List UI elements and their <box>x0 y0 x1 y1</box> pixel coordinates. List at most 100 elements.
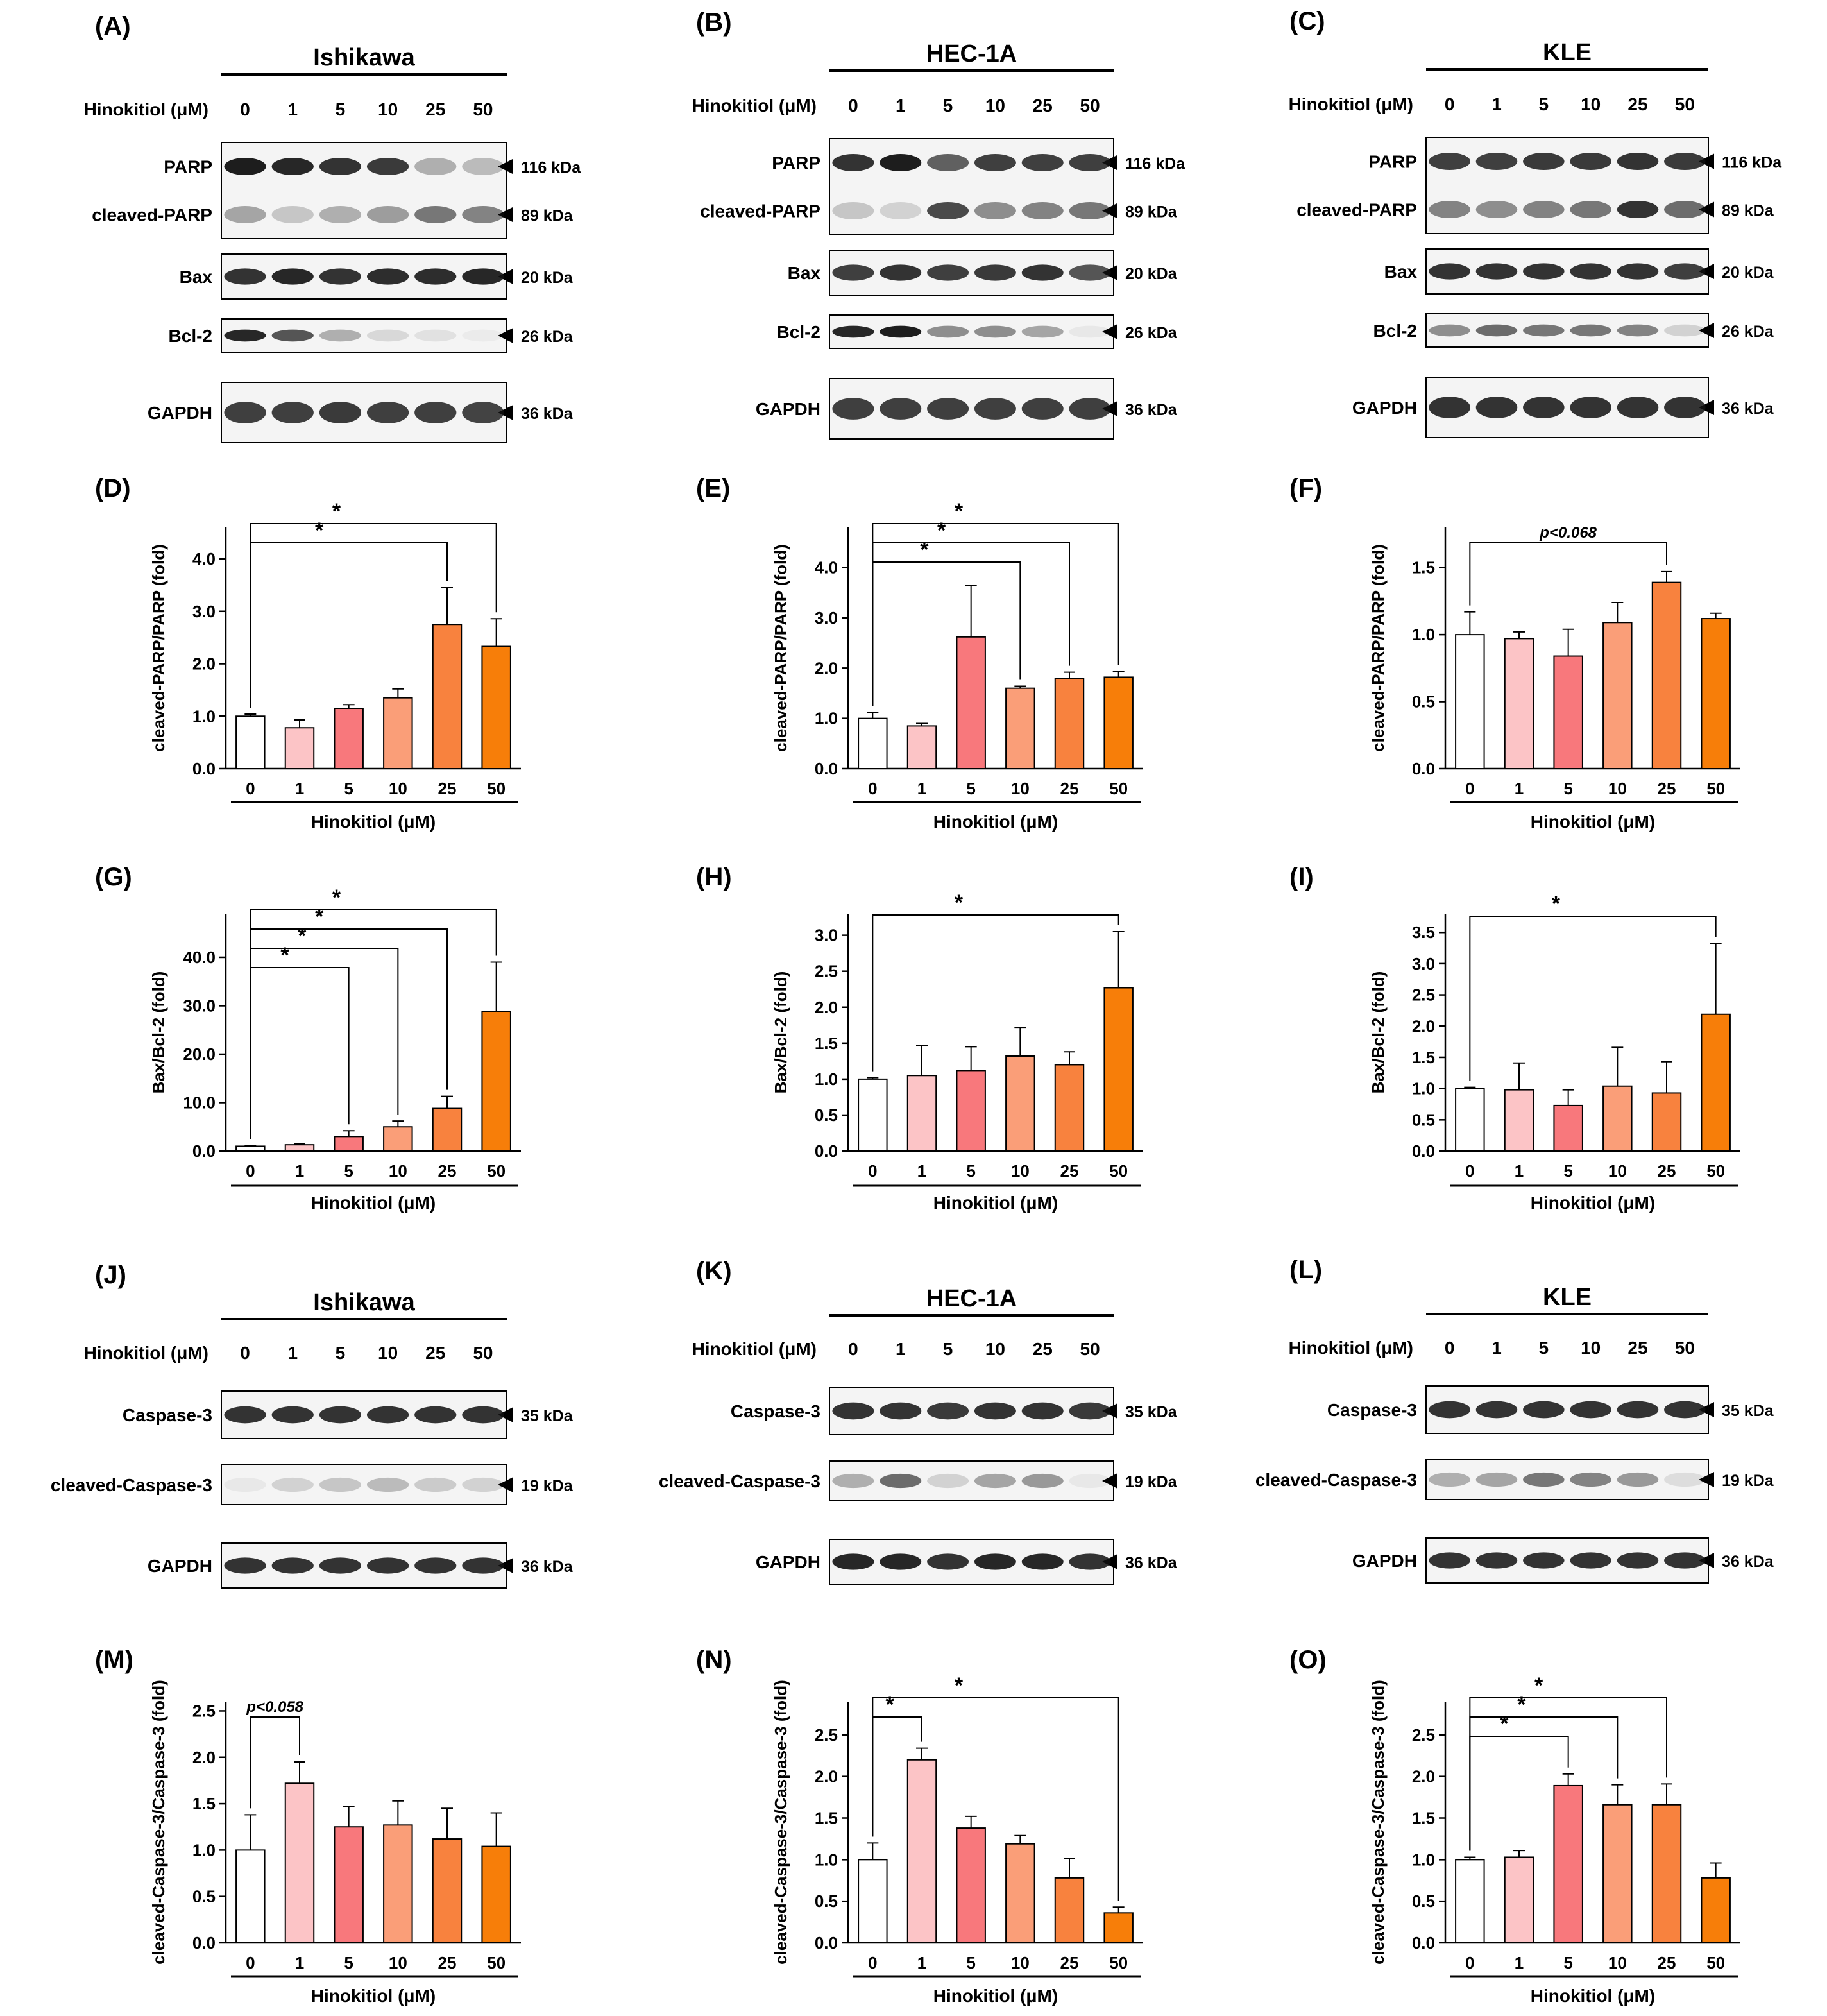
protein-label: Bax <box>180 267 213 287</box>
x-tick-label: 0 <box>868 1953 877 1972</box>
blot-band <box>1617 1401 1659 1419</box>
bar <box>1504 1856 1534 1943</box>
x-tick-label: 0 <box>1465 1953 1474 1972</box>
y-tick-label: 4.0 <box>192 549 216 568</box>
blot-band <box>927 325 969 338</box>
band-arrow-icon <box>498 158 513 175</box>
y-tick-label: 1.5 <box>1412 1048 1435 1067</box>
dose-label: 0 <box>848 96 858 115</box>
blot-membrane <box>221 382 507 443</box>
significance-label: * <box>332 885 341 910</box>
kda-label: 36 kDa <box>1125 1554 1178 1572</box>
x-tick-label: 1 <box>295 1161 304 1181</box>
blot-band <box>1570 153 1611 170</box>
y-tick-label: 0.5 <box>815 1892 838 1911</box>
x-tick-label: 0 <box>1465 779 1474 798</box>
bar <box>235 1145 266 1152</box>
blot-band <box>1617 263 1659 280</box>
y-tick-label: 2.0 <box>815 658 838 678</box>
y-tick-label: 2.0 <box>1412 1767 1435 1786</box>
blot-band <box>1523 1552 1565 1569</box>
bar <box>1103 1912 1134 1944</box>
x-tick-label: 1 <box>1515 1161 1524 1181</box>
y-axis-label: Bax/Bcl-2 (fold) <box>149 971 168 1094</box>
protein-label: cleaved-PARP <box>1296 200 1417 220</box>
x-tick-label: 50 <box>1109 779 1128 798</box>
blot-band <box>224 329 266 342</box>
bar <box>1455 634 1485 769</box>
protein-label: cleaved-Caspase-3 <box>659 1471 820 1491</box>
blot-band <box>880 1473 922 1489</box>
bar <box>1602 1804 1633 1944</box>
blot-band <box>880 154 922 171</box>
kda-label: 19 kDa <box>1722 1472 1774 1490</box>
western-blot-panel: (B) HEC-1A Hinokitiol (μM) 0 1 5 10 25 50 PARP 116… <box>692 8 1185 440</box>
treatment-label: Hinokitiol (μM) <box>692 1339 817 1359</box>
blot-band <box>832 202 874 219</box>
y-tick-label: 0.0 <box>192 1141 216 1161</box>
blot-band <box>271 402 314 423</box>
band-arrow-icon <box>498 328 513 343</box>
y-tick-label: 0.0 <box>192 1933 216 1952</box>
y-tick-label: 1.0 <box>192 1840 216 1859</box>
blot-band <box>319 158 362 175</box>
blot-band <box>832 1473 874 1489</box>
y-tick-label: 3.0 <box>815 926 838 945</box>
x-tick-label: 25 <box>1060 1953 1079 1972</box>
dose-label: 1 <box>287 1343 298 1363</box>
significance-label: * <box>1534 1673 1543 1698</box>
blot-band <box>224 268 266 285</box>
bar <box>383 697 413 770</box>
significance-label: * <box>886 1693 895 1717</box>
panel-label: (A) <box>95 12 131 40</box>
treatment-label: Hinokitiol (μM) <box>692 96 817 115</box>
blot-band <box>414 402 457 423</box>
x-tick-label: 0 <box>868 779 877 798</box>
y-tick-label: 30.0 <box>183 996 216 1015</box>
blot-band <box>414 158 457 175</box>
blot-band <box>271 329 314 342</box>
blot-band <box>1475 1552 1518 1569</box>
blot-band <box>319 268 362 285</box>
bar <box>1553 1784 1583 1943</box>
dose-label: 10 <box>378 99 398 119</box>
blot-band <box>366 1477 409 1492</box>
band-arrow-icon <box>498 207 513 223</box>
blot-band <box>880 1553 922 1570</box>
protein-label: PARP <box>1368 152 1417 172</box>
blot-band <box>414 1406 457 1424</box>
x-tick-label: 10 <box>389 779 407 798</box>
x-tick-label: 0 <box>246 1161 255 1181</box>
x-tick-label: 5 <box>966 1953 975 1972</box>
blot-membrane <box>829 1539 1114 1585</box>
y-tick-label: 3.5 <box>1412 923 1435 942</box>
y-tick-label: 2.0 <box>192 654 216 674</box>
blot-band <box>1021 264 1064 281</box>
x-tick-label: 25 <box>1658 779 1676 798</box>
blot-band <box>1664 263 1706 280</box>
blot-band <box>366 1557 409 1574</box>
x-tick-label: 25 <box>438 779 457 798</box>
blot-band <box>366 1406 409 1424</box>
y-tick-label: 2.5 <box>815 1725 838 1745</box>
blot-band <box>414 1477 457 1492</box>
bar <box>383 1824 413 1943</box>
x-tick-label: 0 <box>246 1953 255 1972</box>
bar-chart-panel: (M) 0.0 0.5 1.0 1.5 2.0 2.5 cleaved-Caspase-3/C… <box>95 1646 521 2006</box>
blot-band <box>1617 397 1659 418</box>
blot-band <box>271 1477 314 1492</box>
blot-membrane <box>1425 1385 1709 1434</box>
kda-label: 36 kDa <box>1125 401 1178 419</box>
x-tick-label: 50 <box>487 1161 506 1181</box>
blot-band <box>1475 1401 1518 1419</box>
blot-band <box>1429 153 1470 170</box>
panel-label: (N) <box>696 1646 732 1674</box>
kda-label: 89 kDa <box>1722 202 1774 220</box>
treatment-label: Hinokitiol (μM) <box>84 99 208 119</box>
x-axis-label: Hinokitiol (μM) <box>933 1986 1058 2006</box>
bar <box>906 725 937 769</box>
significance-label: * <box>955 1673 964 1698</box>
y-tick-label: 1.0 <box>1412 1850 1435 1869</box>
blot-band <box>414 268 457 285</box>
y-axis-label: Bax/Bcl-2 (fold) <box>1368 971 1388 1094</box>
